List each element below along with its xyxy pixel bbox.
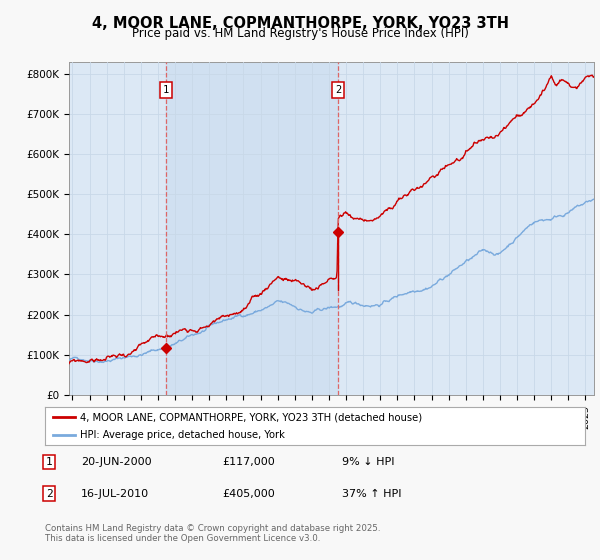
Text: 1: 1 bbox=[46, 457, 53, 467]
Text: 2: 2 bbox=[335, 85, 341, 95]
Text: 1: 1 bbox=[163, 85, 169, 95]
Bar bbox=[166, 62, 338, 395]
Text: 37% ↑ HPI: 37% ↑ HPI bbox=[342, 489, 401, 499]
Text: This data is licensed under the Open Government Licence v3.0.: This data is licensed under the Open Gov… bbox=[45, 534, 320, 543]
Text: Contains HM Land Registry data © Crown copyright and database right 2025.: Contains HM Land Registry data © Crown c… bbox=[45, 524, 380, 533]
Text: 9% ↓ HPI: 9% ↓ HPI bbox=[342, 457, 395, 467]
Text: 4, MOOR LANE, COPMANTHORPE, YORK, YO23 3TH: 4, MOOR LANE, COPMANTHORPE, YORK, YO23 3… bbox=[91, 16, 509, 31]
Text: £405,000: £405,000 bbox=[222, 489, 275, 499]
Text: 16-JUL-2010: 16-JUL-2010 bbox=[81, 489, 149, 499]
Text: £117,000: £117,000 bbox=[222, 457, 275, 467]
Text: HPI: Average price, detached house, York: HPI: Average price, detached house, York bbox=[80, 430, 285, 440]
Text: 2: 2 bbox=[46, 489, 53, 499]
Text: Price paid vs. HM Land Registry's House Price Index (HPI): Price paid vs. HM Land Registry's House … bbox=[131, 27, 469, 40]
Text: 20-JUN-2000: 20-JUN-2000 bbox=[81, 457, 152, 467]
Text: 4, MOOR LANE, COPMANTHORPE, YORK, YO23 3TH (detached house): 4, MOOR LANE, COPMANTHORPE, YORK, YO23 3… bbox=[80, 412, 422, 422]
